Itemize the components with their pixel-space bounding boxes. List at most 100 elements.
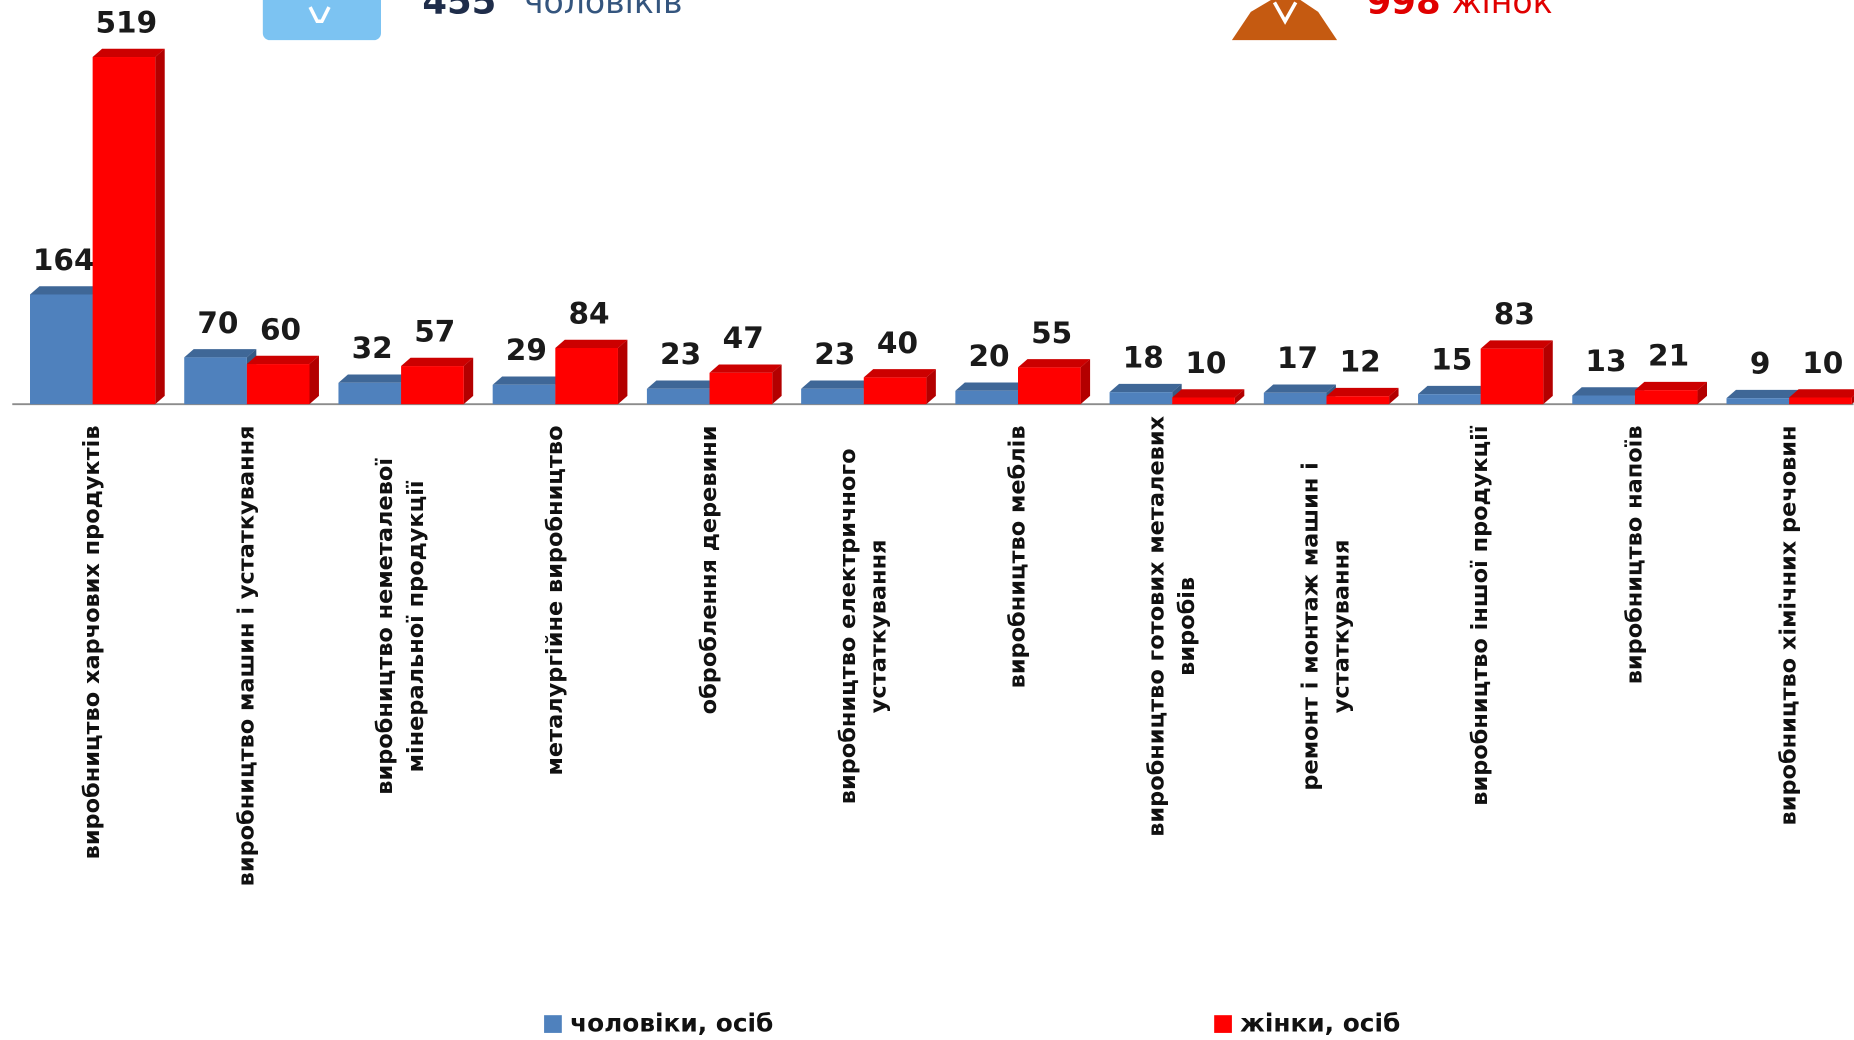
value-label: 519 [95,5,157,39]
value-label: 10 [1185,346,1226,380]
bar-side [1851,395,1854,405]
bar-front [92,57,156,405]
x-tick-label: виробництво меблів [1005,425,1031,688]
bar [1326,387,1399,405]
x-tick-label: виробництво неметалевої [372,458,398,795]
bar-side [463,357,474,405]
bar-top [1018,359,1091,368]
bar-side [1234,389,1245,405]
bar-front [955,390,1018,405]
bar [955,382,1028,405]
bar-top [1480,340,1553,349]
x-tick-label: металургійне виробництво [542,425,568,775]
bar-top [184,349,257,358]
bar [801,380,874,405]
value-label: 23 [814,337,855,371]
value-label: 83 [1494,297,1535,331]
bar-top [1263,384,1336,393]
value-label: 9 [1750,347,1771,381]
bar-side [617,339,628,405]
women-label: жінок [1452,0,1553,21]
bar [1263,384,1336,405]
value-label: 21 [1648,339,1689,373]
bar [1418,385,1491,405]
bar-top [492,376,565,385]
bar-top [555,339,628,348]
bar-front [184,357,247,405]
bar-top [1789,389,1854,398]
x-tick-label: оброблення деревини [696,425,722,714]
value-label: 29 [506,333,547,367]
bar-front [1480,348,1544,405]
bar-front [492,384,556,405]
bar [709,364,782,405]
bar-front [555,347,618,405]
bar-side [926,369,936,405]
x-tick-label: виробництво іншої продукції [1467,425,1493,806]
value-label: 15 [1431,343,1472,377]
bar [401,357,474,405]
value-label: 32 [352,331,393,365]
x-tick-label: виробів [1174,577,1200,676]
value-label: 18 [1123,341,1164,375]
bar [1018,359,1091,405]
value-label: 13 [1585,344,1626,378]
bar-front [709,372,773,405]
bar-front [1789,397,1852,405]
women-header: 998 жінок [1231,0,1553,41]
value-label: 55 [1031,316,1072,350]
bar [1572,387,1645,405]
x-tick-label: виробництво напоїв [1621,425,1647,684]
bar-top [1418,385,1491,395]
bar [246,355,319,405]
bar-top [1634,381,1707,391]
bar [555,339,628,405]
value-label: 84 [568,296,609,330]
value-label: 23 [660,337,701,371]
value-label: 20 [968,339,1009,373]
bar [1480,340,1553,405]
bar [863,369,936,405]
x-tick-label: виробництво харчових продуктів [79,425,105,859]
bar-top [709,364,782,373]
bar-top [1326,387,1399,397]
bar-top [863,369,936,378]
value-label: 10 [1802,346,1843,380]
bar-side [155,48,165,405]
value-label: 57 [414,314,455,348]
bar-top [1172,389,1245,398]
men-count: 455 [422,0,496,23]
x-tick-label: виробництво хімічних речовин [1776,425,1802,825]
bar-front [801,388,864,405]
bar-side [1697,381,1707,405]
x-tick-label: виробництво електричного [835,449,861,805]
bar-front [1634,390,1698,405]
women-icon-collar [1272,1,1298,25]
bar-top [801,380,874,389]
value-label: 164 [33,243,95,277]
men-icon-tie [308,6,331,24]
bar [492,376,565,405]
x-tick-label: мінеральної продукції [403,480,429,772]
bar [646,380,719,405]
bar-front [246,364,310,405]
value-label: 70 [197,306,238,340]
bar-front [1172,397,1235,405]
bar-front [30,294,93,405]
bar [30,286,103,405]
bar-top [955,382,1028,391]
legend-swatch [1214,1015,1232,1033]
bar-side [1080,359,1091,405]
value-label: 17 [1277,341,1318,375]
women-count: 998 [1367,0,1441,23]
value-label: 60 [260,312,301,346]
bar-front [1418,394,1481,405]
bar-side [1543,340,1553,405]
bar-front [1726,398,1790,405]
bar-top [646,380,719,389]
bar-front [1572,395,1635,405]
bar-front [1018,367,1081,405]
bar [1109,383,1182,405]
men-header: 455 чоловіків [262,0,683,41]
